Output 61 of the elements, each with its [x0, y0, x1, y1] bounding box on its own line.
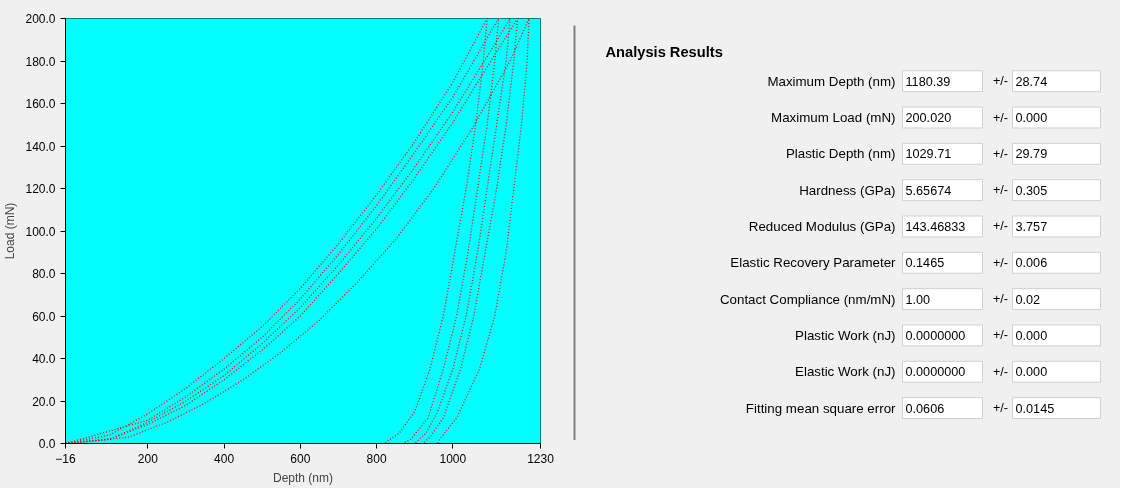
x-tick-label: 1000 — [439, 451, 467, 466]
y-tick-label: 20.0 — [32, 394, 56, 409]
text: Hardness (GPa) — [799, 182, 896, 198]
y-tick-label: 80.0 — [32, 267, 56, 281]
text: +/- — [992, 219, 1009, 234]
text: 29.79 — [1015, 147, 1048, 162]
text: 0.0145 — [1015, 401, 1055, 416]
text: +/- — [992, 74, 1009, 89]
y-tick-label: 40.0 — [32, 352, 56, 366]
x-tick-label: −16 — [55, 451, 76, 466]
text: +/- — [992, 183, 1009, 198]
text: 143.46833 — [905, 219, 966, 234]
y-tick-label: 140.0 — [25, 139, 56, 154]
y-tick-label: 100.0 — [25, 224, 56, 239]
x-tick-label: 800 — [366, 451, 387, 466]
text: 0.000 — [1015, 328, 1048, 343]
text: 1.00 — [905, 292, 931, 307]
text: Maximum Depth (nm) — [767, 73, 896, 89]
text: +/- — [992, 110, 1009, 125]
text: 1029.71 — [905, 147, 952, 162]
text: Analysis Results — [605, 43, 723, 60]
text: +/- — [992, 328, 1009, 343]
text: Fitting mean square error — [745, 400, 897, 416]
text: 0.0606 — [905, 401, 945, 416]
text: Reduced Modulus (GPa) — [748, 218, 896, 234]
y-tick-label: 200.0 — [25, 12, 56, 26]
text: 0.000 — [1015, 365, 1048, 380]
text: 5.65674 — [905, 183, 952, 198]
text: 0.02 — [1015, 292, 1041, 307]
y-tick-label: 180.0 — [25, 54, 56, 69]
text: +/- — [992, 146, 1009, 161]
text: Plastic Depth (nm) — [785, 146, 896, 162]
text: 3.757 — [1015, 219, 1048, 234]
text: 0.000 — [1015, 111, 1048, 126]
text: 0.0000000 — [905, 328, 966, 343]
y-tick-label: 160.0 — [25, 97, 56, 111]
text: Plastic Work (nJ) — [795, 327, 896, 343]
text: 28.74 — [1015, 74, 1048, 89]
text: +/- — [992, 364, 1009, 379]
x-tick-label: 200 — [137, 451, 159, 466]
x-tick-label: 400 — [214, 451, 235, 466]
text: 1180.39 — [905, 74, 951, 89]
x-tick-label: 1230 — [527, 451, 555, 466]
text: Elastic Recovery Parameter — [730, 255, 897, 271]
y-tick-label: 120.0 — [25, 182, 56, 196]
text: 200.020 — [905, 111, 952, 126]
x-axis-title: Depth (nm) — [272, 470, 334, 485]
y-axis-title: Load (mN) — [3, 202, 18, 260]
text: 0.0000000 — [905, 365, 966, 380]
y-tick-label: 0.0 — [38, 437, 56, 451]
text: 0.1465 — [905, 256, 945, 271]
text: 0.006 — [1015, 256, 1048, 271]
text: +/- — [992, 401, 1009, 416]
text: +/- — [992, 292, 1009, 307]
y-tick-label: 60.0 — [32, 309, 56, 324]
x-tick-label: 600 — [290, 451, 311, 466]
text: Elastic Work (nJ) — [795, 364, 896, 380]
text: Contact Compliance (nm/mN) — [719, 291, 896, 307]
text: 0.305 — [1015, 183, 1048, 198]
text: Maximum Load (mN) — [771, 110, 896, 126]
text: +/- — [992, 255, 1009, 270]
